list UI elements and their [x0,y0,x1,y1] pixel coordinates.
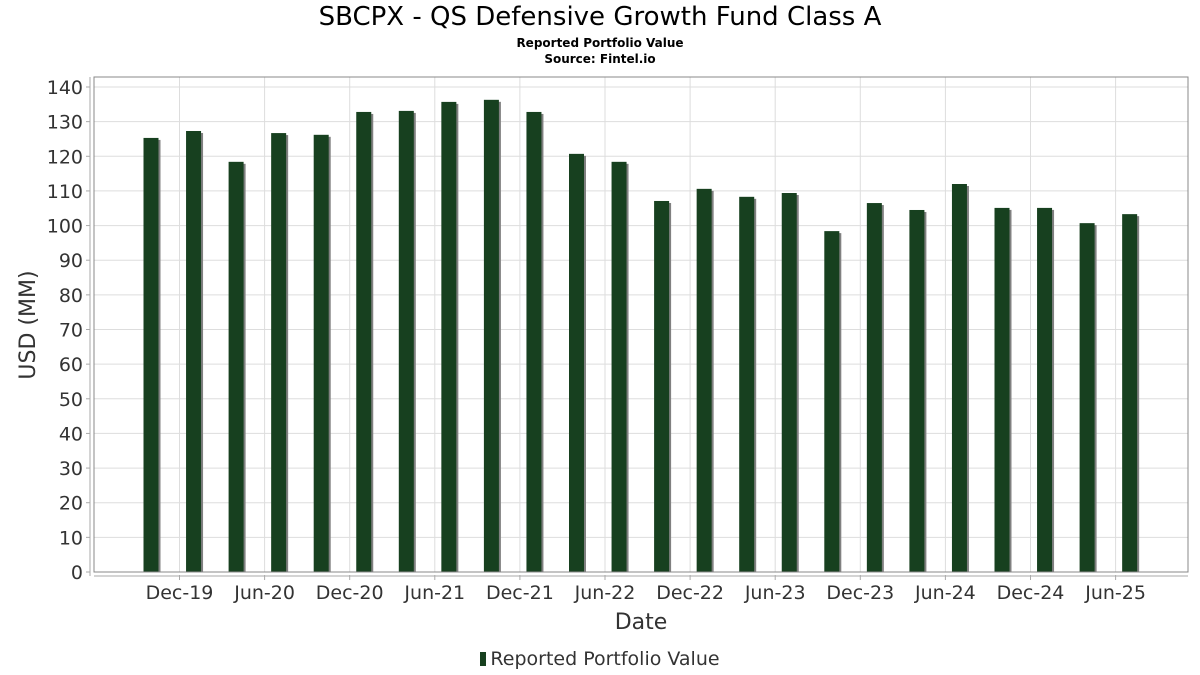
bar [186,130,202,572]
bar [356,111,372,572]
bar [611,161,627,573]
y-tick-label: 120 [47,146,83,168]
bar [569,153,584,572]
y-tick-label: 90 [59,250,83,272]
y-tick-label: 80 [59,285,83,307]
bar [824,231,840,572]
x-tick-label: Dec-24 [997,582,1065,604]
y-axis-label: USD (MM) [16,270,41,379]
bar [1079,223,1095,572]
bar [1122,214,1138,572]
x-tick-label: Dec-23 [826,582,894,604]
chart-subtitle: Reported Portfolio Value [516,36,684,50]
x-tick-label: Dec-20 [316,582,384,604]
bar [696,188,712,572]
y-tick-label: 140 [47,77,83,99]
x-tick-label: Jun-24 [914,582,976,604]
x-axis-label: Date [615,610,668,635]
y-tick-label: 100 [47,216,83,238]
bar [441,101,457,573]
y-tick-label: 40 [59,423,83,445]
x-tick-label: Jun-25 [1084,582,1146,604]
plot-area [94,77,1188,572]
bar [866,203,882,572]
y-tick-label: 50 [59,389,83,411]
plot-border [93,76,1189,573]
bar [654,200,670,572]
x-tick-label: Dec-22 [656,582,724,604]
chart-source: Source: Fintel.io [544,52,656,66]
bar [994,207,1010,572]
y-tick-label: 20 [59,493,83,515]
x-tick-label: Jun-21 [403,582,465,604]
legend-swatch-icon [480,652,487,666]
y-tick-label: 110 [47,181,83,203]
x-tick-label: Jun-22 [574,582,636,604]
bar [271,133,287,572]
y-tick-label: 30 [59,458,83,480]
bar [526,111,542,572]
bar [909,209,925,572]
bar [1037,207,1053,572]
bar [398,110,414,573]
bar [143,137,159,573]
bar [739,196,755,572]
y-tick-label: 0 [71,562,83,584]
x-tick-label: Jun-23 [744,582,806,604]
x-tick-label: Dec-19 [146,582,214,604]
legend: Reported Portfolio Value [0,648,1200,670]
bar [781,193,797,572]
y-tick-label: 60 [59,354,83,376]
bar [951,184,967,572]
legend-label: Reported Portfolio Value [490,648,720,670]
bar [483,99,499,572]
bar [228,161,244,573]
y-tick-label: 70 [59,320,83,342]
bar [313,134,329,573]
y-tick-label: 130 [47,112,83,134]
x-tick-label: Dec-21 [486,582,554,604]
x-tick-label: Jun-20 [233,582,295,604]
chart-title: SBCPX - QS Defensive Growth Fund Class A [318,2,882,32]
y-tick-label: 10 [59,527,83,549]
